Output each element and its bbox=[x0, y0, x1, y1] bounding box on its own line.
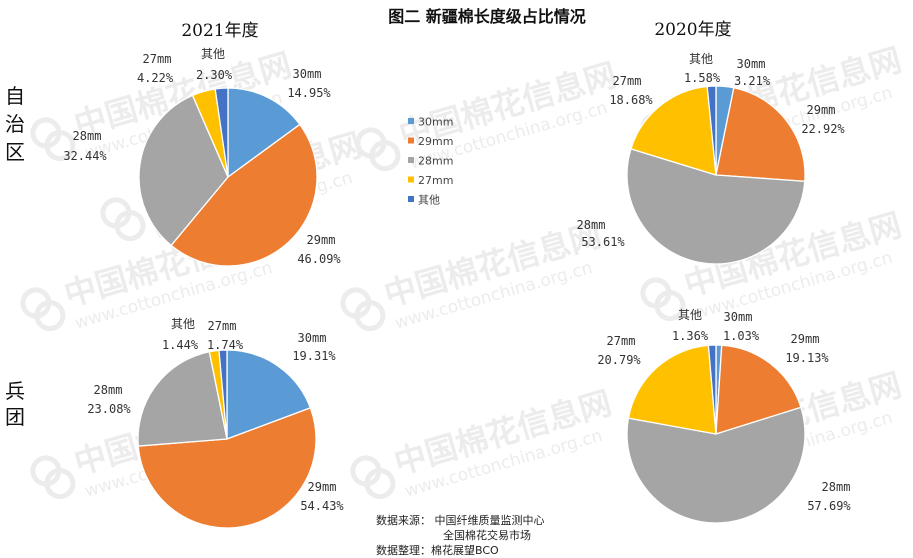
row-label-char: 团 bbox=[5, 405, 25, 429]
slice-value-label: 23.08% bbox=[87, 402, 131, 416]
slice-value-label: 22.92% bbox=[801, 122, 845, 136]
legend-item: 27mm bbox=[408, 174, 453, 187]
legend-swatch bbox=[408, 157, 414, 163]
pie-charts: 30mm 14.95% 29mm 46.09% 28mm 32.44% 27mm 4.22% 其… bbox=[63, 47, 851, 529]
pie-slice bbox=[715, 344, 802, 435]
pie-slice bbox=[630, 85, 717, 176]
slice-category-label: 29mm bbox=[791, 332, 820, 346]
legend-swatch bbox=[408, 176, 414, 183]
slice-category-label: 其他 bbox=[171, 317, 195, 331]
source-note: 数据来源： 中国纤维质量监测中心 全国棉花交易市场 数据整理：棉花展望BCO bbox=[376, 513, 545, 557]
pie-slice bbox=[626, 148, 806, 265]
slice-value-label: 1.03% bbox=[723, 329, 760, 343]
slice-value-label: 3.21% bbox=[734, 74, 771, 88]
slice-category-label: 27mm bbox=[613, 74, 642, 88]
slice-category-label: 27mm bbox=[208, 319, 237, 333]
legend-item: 其他 bbox=[408, 194, 440, 207]
legend-label: 30mm bbox=[418, 116, 453, 129]
slice-category-label: 29mm bbox=[308, 480, 337, 494]
legend-label: 28mm bbox=[418, 155, 453, 168]
slice-value-label: 53.61% bbox=[581, 235, 625, 249]
slice-value-label: 54.43% bbox=[300, 499, 344, 513]
source-line-2: 全国棉花交易市场 bbox=[443, 528, 531, 542]
pie-chart: 30mm 1.03% 29mm 19.13% 28mm 57.69% 27mm 20.79% 其… bbox=[597, 308, 851, 524]
source-line-1: 数据来源： 中国纤维质量监测中心 bbox=[376, 513, 545, 527]
pie-slice bbox=[707, 344, 717, 435]
year-label-2021: 2021年度 bbox=[181, 21, 258, 41]
slice-value-label: 1.36% bbox=[672, 329, 709, 343]
row-label-char: 兵 bbox=[5, 379, 25, 403]
slice-category-label: 30mm bbox=[293, 67, 322, 81]
slice-value-label: 14.95% bbox=[287, 86, 331, 100]
pie-slice bbox=[627, 344, 717, 435]
slice-value-label: 2.30% bbox=[196, 68, 233, 82]
row-label-char: 自 bbox=[5, 84, 25, 108]
slice-value-label: 18.68% bbox=[609, 93, 653, 107]
row-label-corps: 兵团 bbox=[5, 379, 25, 429]
pie-slice bbox=[226, 349, 312, 440]
legend: 30mm 29mm 28mm 27mm 其他 bbox=[408, 116, 453, 207]
slice-category-label: 28mm bbox=[577, 218, 606, 232]
slice-category-label: 30mm bbox=[737, 57, 766, 71]
pie-slice bbox=[227, 87, 301, 179]
legend-label: 其他 bbox=[418, 194, 440, 207]
slice-value-label: 32.44% bbox=[63, 149, 107, 163]
row-label-char: 区 bbox=[5, 140, 25, 164]
slice-value-label: 57.69% bbox=[807, 499, 851, 513]
pie-chart: 30mm 19.31% 29mm 54.43% 28mm 23.08% 27mm 1.74% 其… bbox=[87, 317, 344, 529]
row-label-char: 治 bbox=[5, 112, 25, 136]
slice-category-label: 29mm bbox=[807, 103, 836, 117]
slice-category-label: 29mm bbox=[307, 233, 336, 247]
slice-category-label: 其他 bbox=[678, 308, 702, 322]
slice-category-label: 其他 bbox=[689, 52, 713, 66]
pie-slice bbox=[626, 406, 806, 524]
slice-category-label: 其他 bbox=[201, 47, 225, 61]
pie-slice bbox=[218, 349, 228, 440]
slice-category-label: 27mm bbox=[143, 52, 172, 66]
pie-slice bbox=[170, 123, 318, 267]
legend-label: 29mm bbox=[418, 135, 453, 148]
figure-title: 图二 新疆棉长度级占比情况 bbox=[388, 7, 586, 26]
slice-value-label: 19.31% bbox=[292, 349, 336, 363]
legend-item: 30mm bbox=[408, 116, 453, 129]
slice-value-label: 20.79% bbox=[597, 353, 641, 367]
row-label-autonomous-region: 自治区 bbox=[5, 84, 25, 164]
pie-slice bbox=[138, 94, 229, 247]
slice-category-label: 27mm bbox=[607, 334, 636, 348]
pie-slice bbox=[137, 407, 317, 529]
legend-swatch bbox=[408, 196, 414, 202]
pie-slice bbox=[706, 85, 717, 176]
slice-category-label: 28mm bbox=[73, 129, 102, 143]
slice-value-label: 46.09% bbox=[297, 252, 341, 266]
legend-label: 27mm bbox=[418, 174, 453, 187]
pie-chart: 30mm 3.21% 29mm 22.92% 28mm 53.61% 27mm 18.68% 其… bbox=[577, 52, 845, 265]
slice-value-label: 19.13% bbox=[785, 351, 829, 365]
legend-item: 28mm bbox=[408, 155, 453, 168]
year-label-2020: 2020年度 bbox=[654, 20, 731, 40]
slice-category-label: 30mm bbox=[724, 310, 753, 324]
slice-value-label: 1.74% bbox=[207, 338, 244, 352]
slice-value-label: 1.58% bbox=[684, 71, 721, 85]
slice-category-label: 28mm bbox=[822, 480, 851, 494]
slice-value-label: 1.44% bbox=[162, 338, 199, 352]
legend-swatch bbox=[408, 137, 414, 144]
legend-item: 29mm bbox=[408, 135, 453, 148]
source-line-3: 数据整理：棉花展望BCO bbox=[376, 543, 499, 557]
pie-slice bbox=[214, 87, 229, 178]
legend-swatch bbox=[408, 118, 414, 124]
slice-category-label: 30mm bbox=[298, 331, 327, 345]
slice-category-label: 28mm bbox=[94, 383, 123, 397]
pie-slice bbox=[715, 87, 806, 183]
slice-value-label: 4.22% bbox=[137, 71, 174, 85]
pie-slice bbox=[137, 351, 228, 447]
pie-chart: 30mm 14.95% 29mm 46.09% 28mm 32.44% 27mm 4.22% 其… bbox=[63, 47, 341, 267]
